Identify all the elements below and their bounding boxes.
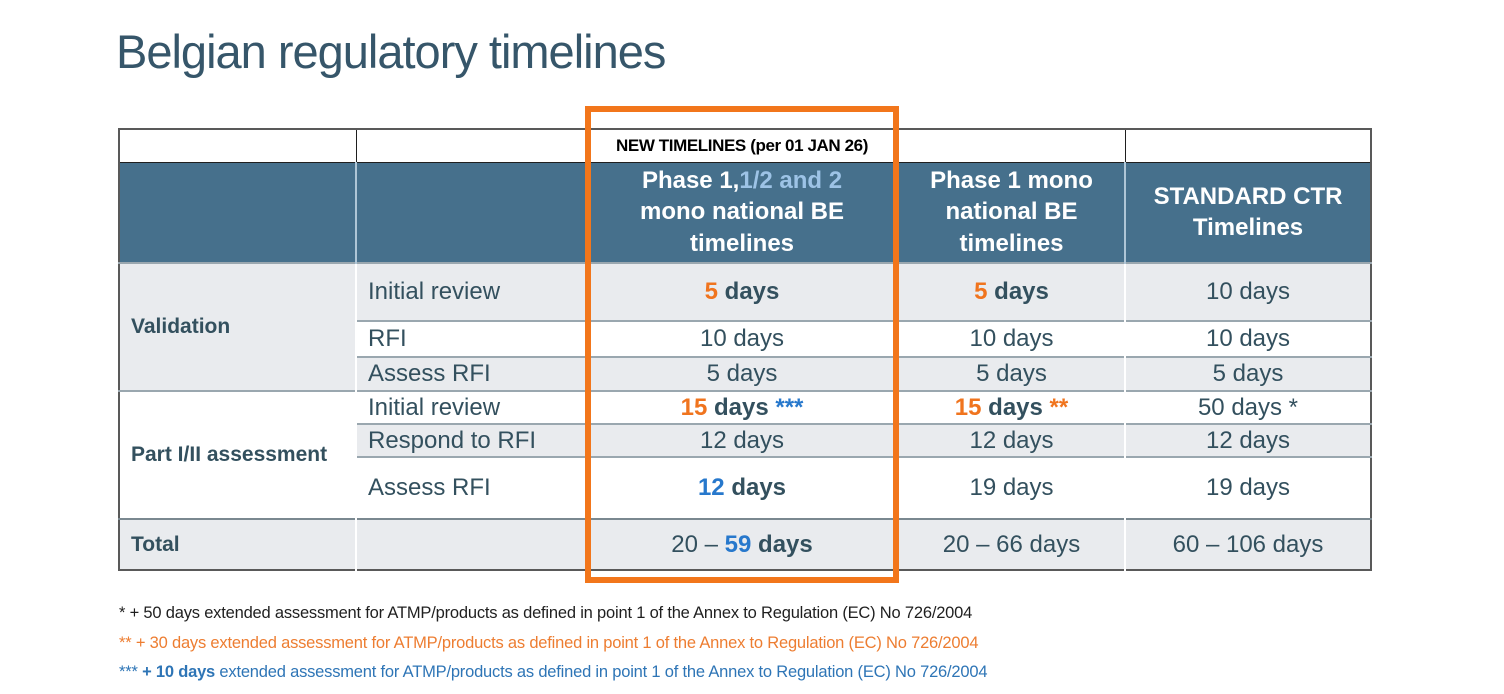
total-label: Total [119,518,357,570]
header-line: Phase 1 mono [930,166,1093,194]
banner-cell-empty [355,128,587,163]
table-row: RFI 10 days 10 days 10 days [119,320,1371,357]
value-unit: days [724,474,787,501]
value-unit: days [987,278,1049,305]
total-unit: days [751,530,813,558]
total-value-cell: 20 – 59 days [586,518,899,570]
value-number: 12 [697,474,725,501]
value-cell: 5 days [586,356,899,391]
value-number: 15 [954,393,982,421]
step-label: Assess RFI [356,356,587,391]
header-line: mono national BE [640,198,844,226]
table-row: Validation Initial review 5 days 5 days … [119,262,1371,391]
value-cell: 12 days [586,423,899,457]
value-cell: 5 days [898,262,1126,321]
total-number: 59 [724,530,752,558]
footnote-3-bold: + 10 days [142,663,216,681]
page-title: Belgian regulatory timelines [116,25,666,78]
header-line: timelines [959,230,1064,258]
header-row: Phase 1,1/2 and 2 mono national BE timel… [119,162,1371,263]
table-row: Part I/II assessment Initial review 15 d… [119,390,1371,519]
value-cell: 10 days [586,320,899,357]
value-cell: 10 days [1125,262,1371,321]
footnote-2: ** + 30 days extended assessment for ATM… [119,633,979,652]
banner-cell-empty [118,128,357,163]
header-cell-empty [119,162,356,263]
value-cell: 10 days [898,320,1126,357]
step-label: Assess RFI [356,456,587,519]
header-line: timelines [689,230,795,258]
header-cell-empty [355,162,586,263]
header-phase1-mono: Phase 1 mono national BE timelines [897,162,1125,263]
banner-row: NEW TIMELINES (per 01 JAN 26) [118,128,1372,163]
value-number: 5 [704,278,718,305]
header-phase1-12-2: Phase 1,1/2 and 2 mono national BE timel… [585,162,898,263]
total-range-prefix: 20 – [671,530,725,558]
header-line: STANDARD CTR [1153,182,1343,210]
step-label: Respond to RFI [356,423,587,457]
value-cell: 15 days ** [898,390,1126,424]
step-label: Initial review [356,390,587,424]
footnote-3-text: extended assessment for ATMP/products as… [215,663,988,681]
header-text: Phase 1, [641,166,740,194]
total-empty-cell [356,518,587,570]
value-cell: 12 days [1125,423,1371,457]
footnote-marker: ** [1049,393,1069,421]
timelines-table-wrap: NEW TIMELINES (per 01 JAN 26) Phase 1,1/… [118,128,1372,571]
header-standard-ctr: STANDARD CTR Timelines [1124,162,1371,263]
value-cell: 5 days [898,356,1126,391]
group-part-i-ii: Part I/II assessment [119,390,357,519]
value-cell: 5 days [586,262,899,321]
value-unit: days [707,393,776,421]
total-value-cell: 20 – 66 days [898,518,1126,570]
value-cell: 12 days [898,423,1126,457]
footnote-3-marker: *** [119,663,143,681]
header-line: Timelines [1192,214,1304,242]
table-row: Assess RFI 12 days 19 days 19 days [119,456,1371,519]
value-cell: 19 days [898,456,1126,519]
value-unit: days [981,393,1050,421]
value-unit: days [717,278,780,305]
footnote-1: * + 50 days extended assessment for ATMP… [119,604,973,622]
new-timelines-banner-text: NEW TIMELINES (per 01 JAN 26) [616,135,868,155]
header-line: Phase 1,1/2 and 2 [588,165,896,197]
footnote-marker: *** [775,393,804,421]
table-row: Assess RFI 5 days 5 days 5 days [119,356,1371,391]
banner-cell-empty [897,128,1126,163]
value-cell: 10 days [1125,320,1371,357]
header-text-highlight: 1/2 and 2 [739,166,843,194]
value-cell: 15 days *** [586,390,899,424]
header-line: national BE [945,198,1078,226]
value-cell: 12 days [586,456,899,519]
total-value-cell: 60 – 106 days [1125,518,1371,570]
table-row: Respond to RFI 12 days 12 days 12 days [119,423,1371,457]
timelines-table: NEW TIMELINES (per 01 JAN 26) Phase 1,1/… [118,128,1372,571]
value-number: 15 [680,393,708,421]
step-label: RFI [356,320,587,357]
total-row: Total 20 – 59 days 20 – 66 days 60 – 106… [119,518,1371,570]
step-label: Initial review [356,262,587,321]
value-cell: 5 days [1125,356,1371,391]
footnotes: * + 50 days extended assessment for ATMP… [119,599,988,688]
footnote-3: *** + 10 days extended assessment for AT… [119,658,988,688]
value-cell: 50 days * [1125,390,1371,424]
banner-cell-empty [1124,128,1372,163]
group-validation: Validation [119,262,357,391]
value-number: 5 [974,278,988,305]
value-cell: 19 days [1125,456,1371,519]
new-timelines-banner: NEW TIMELINES (per 01 JAN 26) [585,128,899,163]
